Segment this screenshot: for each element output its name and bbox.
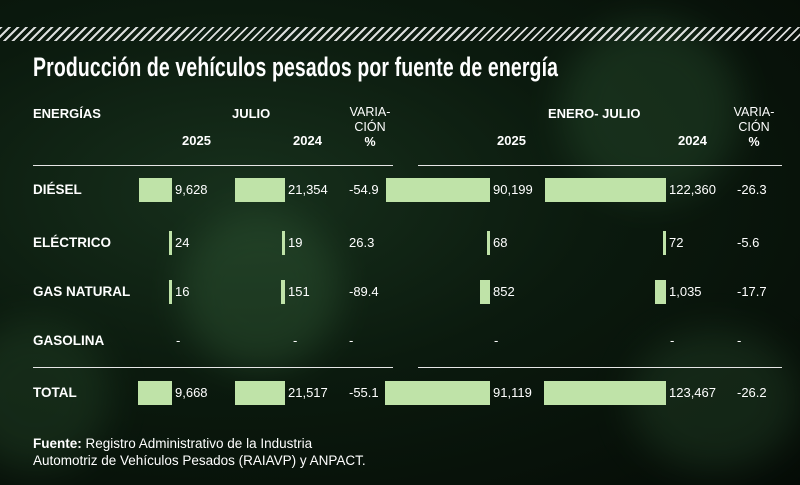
row-label-total: TOTAL bbox=[33, 385, 77, 400]
total-rule-right bbox=[418, 367, 782, 368]
bar-diesel-enero-julio-2025 bbox=[385, 178, 490, 202]
header-julio-2025: 2025 bbox=[182, 133, 211, 148]
value-total-2: 91,119 bbox=[493, 385, 532, 400]
variation-electrico-julio: 26.3 bbox=[349, 235, 375, 250]
header-rule-left bbox=[33, 165, 393, 166]
bar-total-julio-2025 bbox=[138, 381, 172, 405]
value-gasolina-3: - bbox=[670, 333, 675, 348]
value-gasolina-2: - bbox=[494, 333, 499, 348]
header-julio-2024: 2024 bbox=[293, 133, 322, 148]
value-diesel-3: 122,360 bbox=[669, 182, 716, 197]
bar-gas-natural-enero-julio-2025 bbox=[479, 280, 490, 304]
bar-electrico-julio-2024 bbox=[282, 231, 285, 255]
header-enero-julio: ENERO- JULIO bbox=[548, 106, 641, 121]
header-variacion-enero-julio: VARIA- CIÓN % bbox=[733, 105, 775, 149]
header-enero-julio-2024: 2024 bbox=[678, 133, 707, 148]
chart-title: Producción de vehículos pesados por fuen… bbox=[33, 52, 559, 82]
value-gas-natural-1: 151 bbox=[288, 284, 310, 299]
header-rule-right bbox=[418, 165, 782, 166]
decorative-stripe bbox=[0, 27, 800, 41]
bar-diesel-julio-2025 bbox=[138, 178, 172, 202]
value-diesel-1: 21,354 bbox=[288, 182, 328, 197]
bar-electrico-enero-julio-2025 bbox=[487, 231, 490, 255]
value-diesel-2: 90,199 bbox=[493, 182, 533, 197]
variation-gas-natural-enero-julio: -17.7 bbox=[737, 284, 767, 299]
variation-diesel-julio: -54.9 bbox=[349, 182, 379, 197]
variation-diesel-enero-julio: -26.3 bbox=[737, 182, 767, 197]
value-total-0: 9,668 bbox=[175, 385, 208, 400]
value-total-3: 123,467 bbox=[669, 385, 716, 400]
bar-total-julio-2024 bbox=[235, 381, 285, 405]
value-gasolina-1: - bbox=[293, 333, 298, 348]
bar-diesel-enero-julio-2024 bbox=[544, 178, 666, 202]
bar-total-enero-julio-2024 bbox=[544, 381, 666, 405]
header-julio: JULIO bbox=[232, 106, 271, 121]
total-rule-left bbox=[33, 367, 393, 368]
bar-electrico-enero-julio-2024 bbox=[663, 231, 666, 255]
value-gasolina-0: - bbox=[176, 333, 181, 348]
row-label-electrico: ELÉCTRICO bbox=[33, 235, 112, 250]
variation-total-enero-julio: -26.2 bbox=[737, 385, 767, 400]
row-label-gas-natural: GAS NATURAL bbox=[33, 284, 131, 299]
bar-gas-natural-enero-julio-2024 bbox=[654, 280, 666, 304]
value-electrico-0: 24 bbox=[175, 235, 190, 250]
source-note: Fuente: Registro Administrativo de la In… bbox=[33, 436, 366, 468]
header-energias: ENERGÍAS bbox=[33, 106, 101, 121]
bar-total-enero-julio-2025 bbox=[385, 381, 490, 405]
row-label-diesel: DIÉSEL bbox=[33, 182, 82, 197]
bar-gas-natural-julio-2024 bbox=[280, 280, 285, 304]
value-electrico-1: 19 bbox=[288, 235, 303, 250]
row-label-gasolina: GASOLINA bbox=[33, 333, 105, 348]
value-gas-natural-2: 852 bbox=[493, 284, 515, 299]
header-enero-julio-2025: 2025 bbox=[497, 133, 526, 148]
bar-diesel-julio-2024 bbox=[235, 178, 285, 202]
value-electrico-3: 72 bbox=[669, 235, 684, 250]
header-variacion-julio: VARIA- CIÓN % bbox=[349, 105, 391, 149]
variation-gasolina-enero-julio: - bbox=[737, 333, 742, 348]
value-electrico-2: 68 bbox=[493, 235, 508, 250]
variation-total-julio: -55.1 bbox=[349, 385, 379, 400]
variation-gasolina-julio: - bbox=[349, 333, 354, 348]
value-diesel-0: 9,628 bbox=[175, 182, 208, 197]
variation-gas-natural-julio: -89.4 bbox=[349, 284, 379, 299]
value-total-1: 21,517 bbox=[288, 385, 328, 400]
value-gas-natural-3: 1,035 bbox=[669, 284, 702, 299]
value-gas-natural-0: 16 bbox=[175, 284, 190, 299]
variation-electrico-enero-julio: -5.6 bbox=[737, 235, 760, 250]
bar-electrico-julio-2025 bbox=[169, 231, 172, 255]
bar-gas-natural-julio-2025 bbox=[169, 280, 172, 304]
